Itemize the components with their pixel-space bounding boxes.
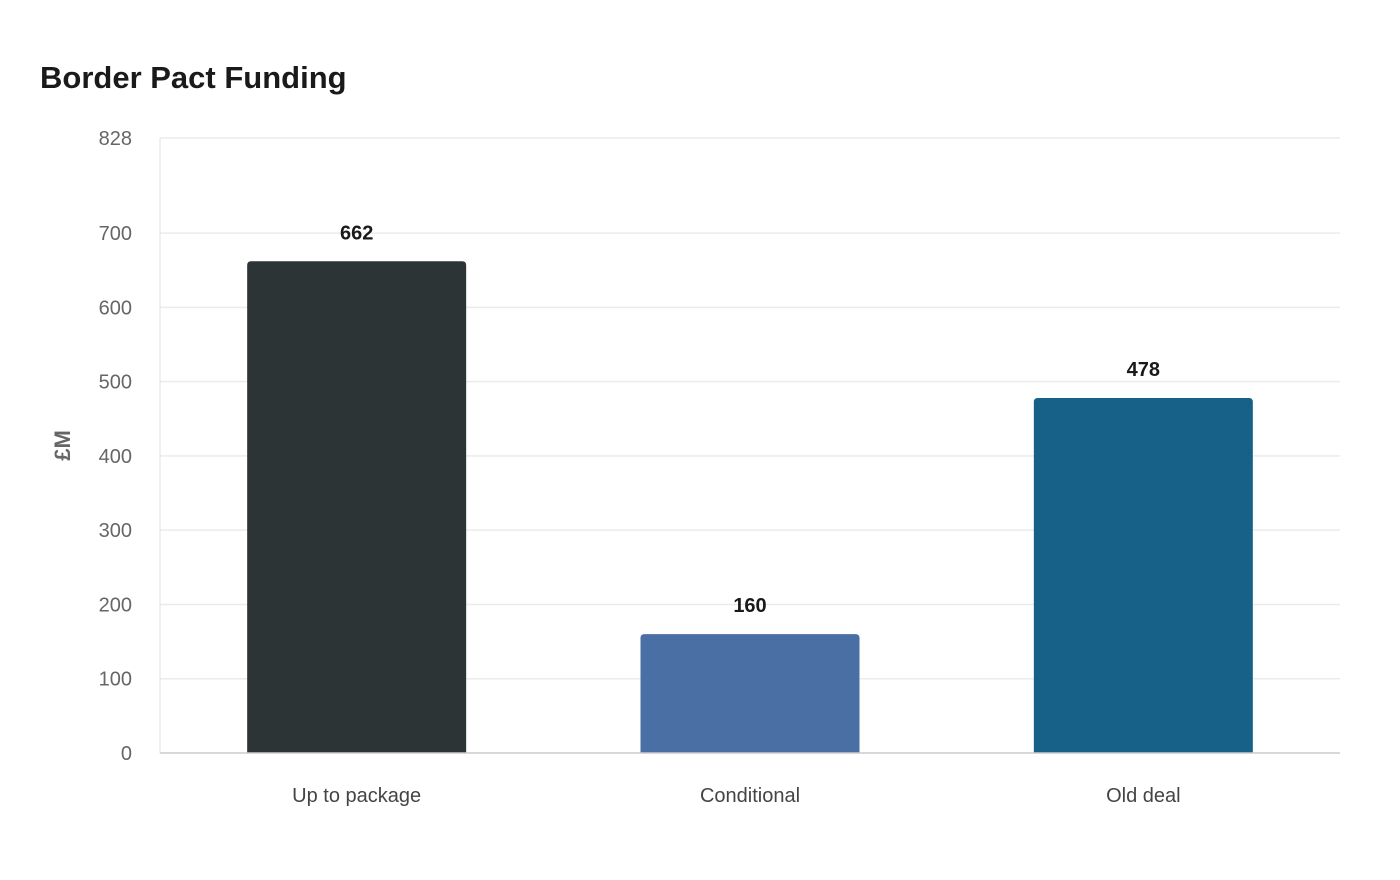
y-axis-title: £M <box>50 430 75 461</box>
x-tick-label: Old deal <box>1106 785 1181 807</box>
y-tick-label: 400 <box>99 446 132 468</box>
bar <box>640 634 860 753</box>
y-tick-label: 500 <box>99 372 132 394</box>
y-tick-label: 100 <box>99 669 132 691</box>
bar <box>1033 397 1253 753</box>
y-tick-label: 0 <box>121 743 132 765</box>
data-label: 478 <box>1127 359 1160 381</box>
x-tick-label: Up to package <box>292 785 421 807</box>
y-tick-label: 300 <box>99 520 132 542</box>
x-tick-label: Conditional <box>700 785 800 807</box>
bar <box>247 261 467 753</box>
data-label: 160 <box>733 595 766 617</box>
y-tick-label: 700 <box>99 223 132 245</box>
y-tick-label: 828 <box>99 128 132 150</box>
y-tick-label: 600 <box>99 297 132 319</box>
chart-title: Border Pact Funding <box>40 60 347 95</box>
y-tick-label: 200 <box>99 594 132 616</box>
data-label: 662 <box>340 222 373 244</box>
